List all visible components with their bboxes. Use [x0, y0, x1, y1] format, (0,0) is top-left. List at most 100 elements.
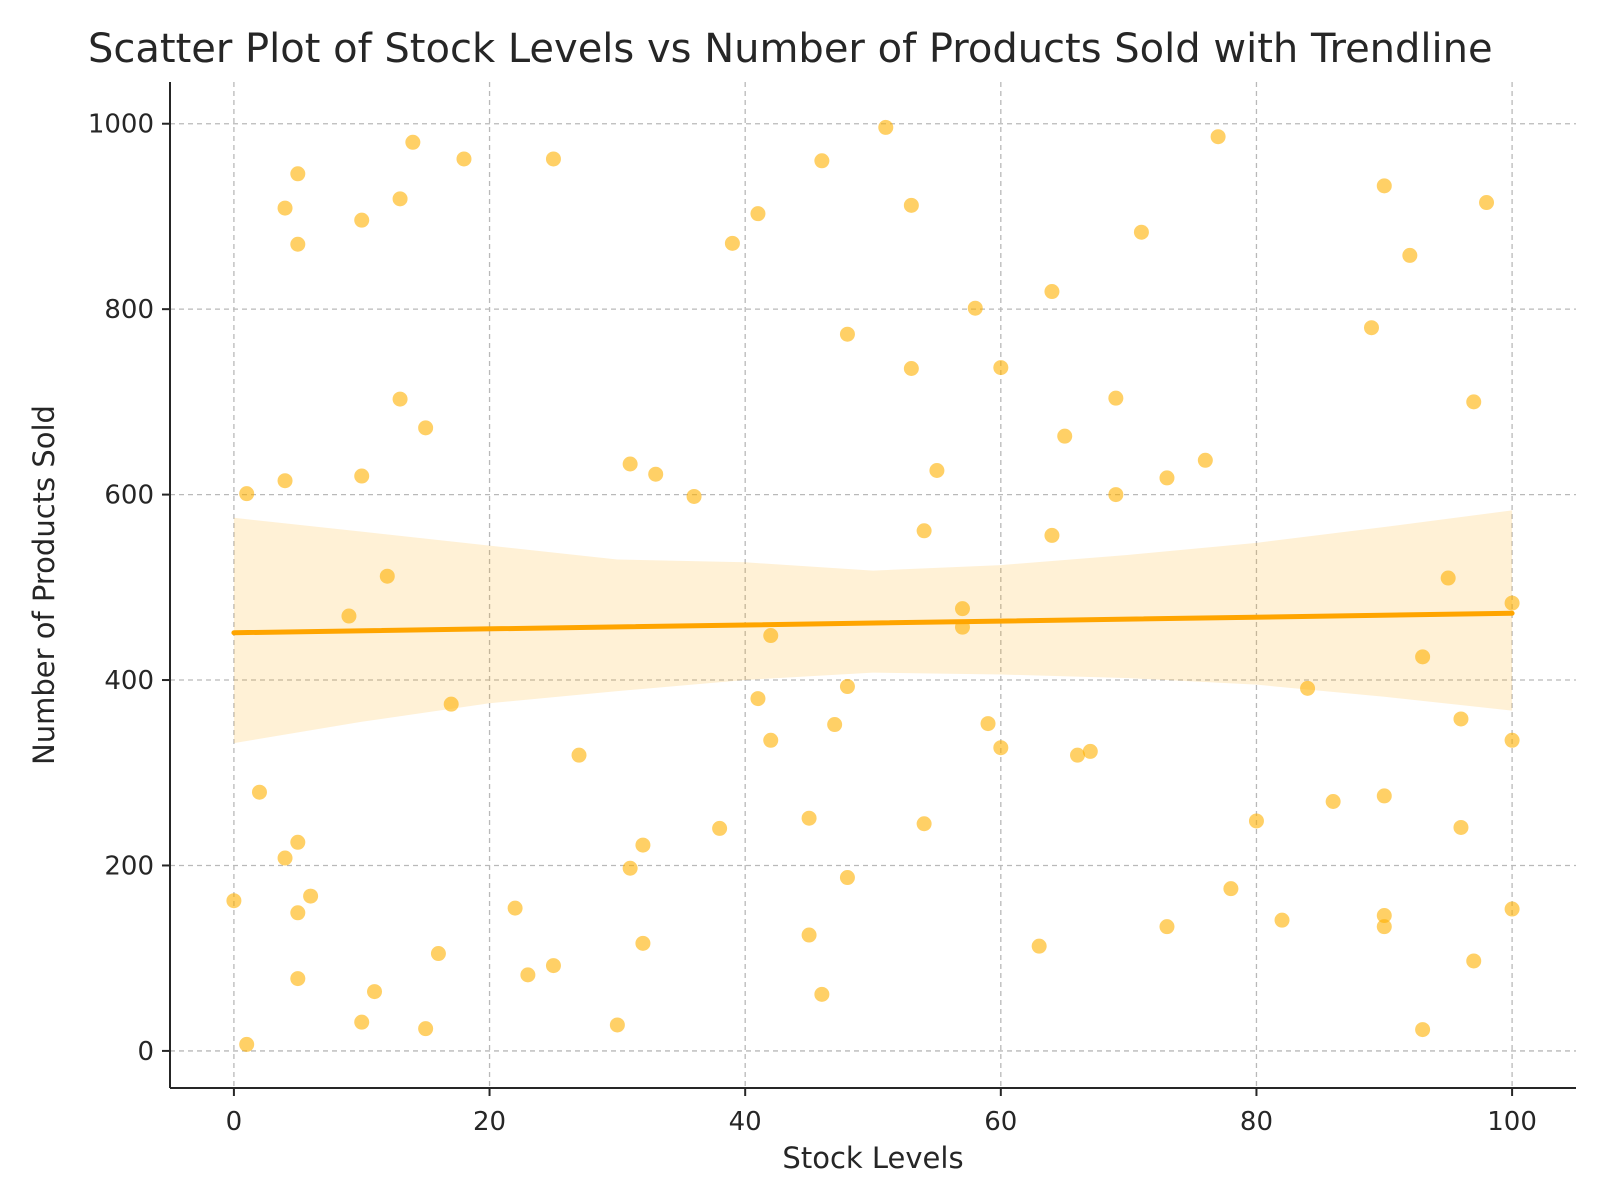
- scatter-point-50: [839, 326, 855, 342]
- scatter-point-79: [1248, 813, 1264, 829]
- scatter-point-90: [1415, 1022, 1431, 1038]
- scatter-point-63: [993, 360, 1009, 376]
- scatter-point-92: [1453, 711, 1469, 727]
- scatter-point-12: [303, 888, 319, 904]
- scatter-point-76: [1197, 452, 1213, 468]
- scatter-point-35: [635, 837, 651, 853]
- scatter-point-78: [1223, 881, 1239, 897]
- scatter-point-3: [251, 784, 267, 800]
- scatter-point-83: [1363, 320, 1379, 336]
- scatter-point-34: [622, 860, 638, 876]
- scatter-point-28: [520, 967, 536, 983]
- scatter-point-51: [839, 679, 855, 695]
- scatter-point-93: [1453, 819, 1469, 835]
- scatter-point-65: [1031, 938, 1047, 954]
- x-axis-ticks: 0 20 40 60 80 100: [226, 1088, 1537, 1137]
- scatter-point-39: [712, 820, 728, 836]
- scatter-point-55: [903, 361, 919, 377]
- chart-title: Scatter Plot of Stock Levels vs Number o…: [88, 26, 1493, 72]
- scatter-point-21: [405, 134, 421, 150]
- scatter-point-38: [686, 488, 702, 504]
- scatter-point-72: [1108, 487, 1124, 503]
- scatter-point-40: [724, 235, 740, 251]
- scatter-point-44: [763, 732, 779, 748]
- scatter-point-97: [1504, 595, 1520, 611]
- scatter-point-66: [1044, 284, 1060, 300]
- scatter-point-86: [1376, 908, 1392, 924]
- scatter-point-96: [1479, 195, 1495, 211]
- scatter-point-49: [827, 717, 843, 733]
- grid: [170, 82, 1576, 1088]
- scatter-point-29: [545, 151, 561, 167]
- scatter-point-82: [1325, 793, 1341, 809]
- scatter-point-19: [392, 191, 408, 207]
- scatter-point-56: [916, 523, 932, 539]
- scatter-point-5: [277, 473, 293, 489]
- scatter-point-58: [929, 462, 945, 478]
- scatter-point-33: [622, 456, 638, 472]
- x-tick-label-20: 20: [473, 1107, 506, 1137]
- scatter-point-57: [916, 816, 932, 832]
- scatter-point-67: [1044, 527, 1060, 543]
- x-tick-label-100: 100: [1487, 1107, 1537, 1137]
- y-tick-label-0: 0: [137, 1037, 154, 1067]
- scatter-point-41: [750, 206, 766, 222]
- scatter-point-13: [341, 608, 357, 624]
- scatter-point-4: [277, 200, 293, 216]
- y-axis-label: Number of Products Sold: [27, 405, 61, 765]
- scatter-point-27: [507, 900, 523, 916]
- scatter-point-37: [648, 466, 664, 482]
- scatter-point-22: [418, 420, 434, 436]
- scatter-point-98: [1504, 732, 1520, 748]
- scatter-point-45: [801, 810, 817, 826]
- scatter-point-77: [1210, 129, 1226, 145]
- scatter-point-9: [290, 834, 306, 850]
- scatter-point-1: [239, 486, 255, 502]
- scatter-point-17: [367, 984, 383, 1000]
- scatter-point-23: [418, 1021, 434, 1037]
- trend-line: [231, 610, 1515, 636]
- scatter-point-75: [1159, 919, 1175, 935]
- scatter-point-32: [609, 1017, 625, 1033]
- scatter-point-81: [1300, 680, 1316, 696]
- scatter-point-53: [878, 119, 894, 135]
- x-tick-label-0: 0: [226, 1107, 243, 1137]
- scatter-point-99: [1504, 901, 1520, 917]
- scatter-point-73: [1133, 224, 1149, 240]
- scatter-point-18: [379, 568, 395, 584]
- scatter-point-36: [635, 935, 651, 951]
- scatter-point-71: [1108, 390, 1124, 406]
- scatter-point-62: [980, 716, 996, 732]
- y-tick-label-800: 800: [104, 295, 154, 325]
- scatter-point-2: [239, 1036, 255, 1052]
- y-axis-ticks: 0 200 400 600 800 1000: [88, 110, 170, 1067]
- y-tick-label-200: 200: [104, 851, 154, 881]
- scatter-point-10: [290, 905, 306, 921]
- scatter-point-24: [430, 946, 446, 962]
- y-tick-label-400: 400: [104, 666, 154, 696]
- scatter-point-48: [814, 986, 830, 1002]
- x-tick-label-80: 80: [1240, 1107, 1273, 1137]
- scatter-point-0: [226, 893, 242, 909]
- scatter-point-25: [443, 696, 459, 712]
- scatter-point-85: [1376, 788, 1392, 804]
- data-points: [226, 119, 1520, 1052]
- scatter-point-43: [763, 628, 779, 644]
- scatter-point-42: [750, 691, 766, 707]
- scatter-point-59: [954, 601, 970, 617]
- scatter-point-89: [1415, 649, 1431, 665]
- y-tick-label-1000: 1000: [88, 110, 154, 140]
- scatter-point-16: [354, 1014, 370, 1030]
- scatter-point-91: [1440, 570, 1456, 586]
- x-axis-label: Stock Levels: [782, 1141, 963, 1175]
- scatter-point-54: [903, 197, 919, 213]
- scatter-point-61: [967, 300, 983, 316]
- scatter-point-94: [1466, 394, 1482, 410]
- scatter-point-80: [1274, 912, 1290, 928]
- scatter-point-7: [290, 166, 306, 182]
- scatter-point-26: [456, 151, 472, 167]
- scatter-point-46: [801, 927, 817, 943]
- scatter-point-68: [1057, 428, 1073, 444]
- scatter-point-52: [839, 870, 855, 886]
